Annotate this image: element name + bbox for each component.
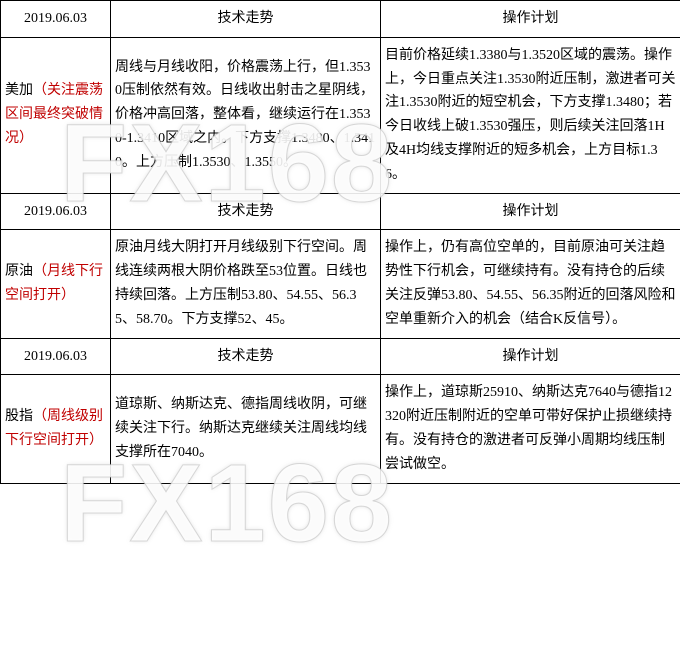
plan-header: 操作计划	[381, 338, 680, 375]
date-cell: 2019.06.03	[1, 1, 111, 38]
tech-header: 技术走势	[111, 193, 381, 230]
tech-header: 技术走势	[111, 338, 381, 375]
date-cell: 2019.06.03	[1, 193, 111, 230]
analysis-table: 2019.06.03技术走势操作计划美加（关注震荡区间最终突破情况）周线与月线收…	[0, 0, 680, 484]
instrument-label-cell: 原油（月线下行空间打开）	[1, 230, 111, 338]
tech-content: 周线与月线收阳，价格震荡上行，但1.3530压制依然有效。日线收出射击之星阴线，…	[111, 37, 381, 193]
instrument-name: 股指	[5, 409, 33, 424]
instrument-name: 美加	[5, 83, 33, 98]
tech-header: 技术走势	[111, 1, 381, 38]
tech-content: 原油月线大阴打开月线级别下行空间。周线连续两根大阴价格跌至53位置。日线也持续回…	[111, 230, 381, 338]
plan-content: 操作上，仍有高位空单的，目前原油可关注趋势性下行机会，可继续持有。没有持仓的后续…	[381, 230, 680, 338]
section-header-row: 2019.06.03技术走势操作计划	[1, 338, 680, 375]
plan-header: 操作计划	[381, 193, 680, 230]
plan-content: 操作上，道琼斯25910、纳斯达克7640与德指12320附近压制附近的空单可带…	[381, 375, 680, 483]
section-header-row: 2019.06.03技术走势操作计划	[1, 193, 680, 230]
instrument-label-cell: 美加（关注震荡区间最终突破情况）	[1, 37, 111, 193]
section-content-row: 美加（关注震荡区间最终突破情况）周线与月线收阳，价格震荡上行，但1.3530压制…	[1, 37, 680, 193]
section-content-row: 股指（周线级别下行空间打开）道琼斯、纳斯达克、德指周线收阴，可继续关注下行。纳斯…	[1, 375, 680, 483]
plan-content: 目前价格延续1.3380与1.3520区域的震荡。操作上，今日重点关注1.353…	[381, 37, 680, 193]
tech-content: 道琼斯、纳斯达克、德指周线收阴，可继续关注下行。纳斯达克继续关注周线均线支撑所在…	[111, 375, 381, 483]
instrument-label-cell: 股指（周线级别下行空间打开）	[1, 375, 111, 483]
date-cell: 2019.06.03	[1, 338, 111, 375]
plan-header: 操作计划	[381, 1, 680, 38]
section-content-row: 原油（月线下行空间打开）原油月线大阴打开月线级别下行空间。周线连续两根大阴价格跌…	[1, 230, 680, 338]
instrument-name: 原油	[5, 264, 33, 279]
section-header-row: 2019.06.03技术走势操作计划	[1, 1, 680, 38]
